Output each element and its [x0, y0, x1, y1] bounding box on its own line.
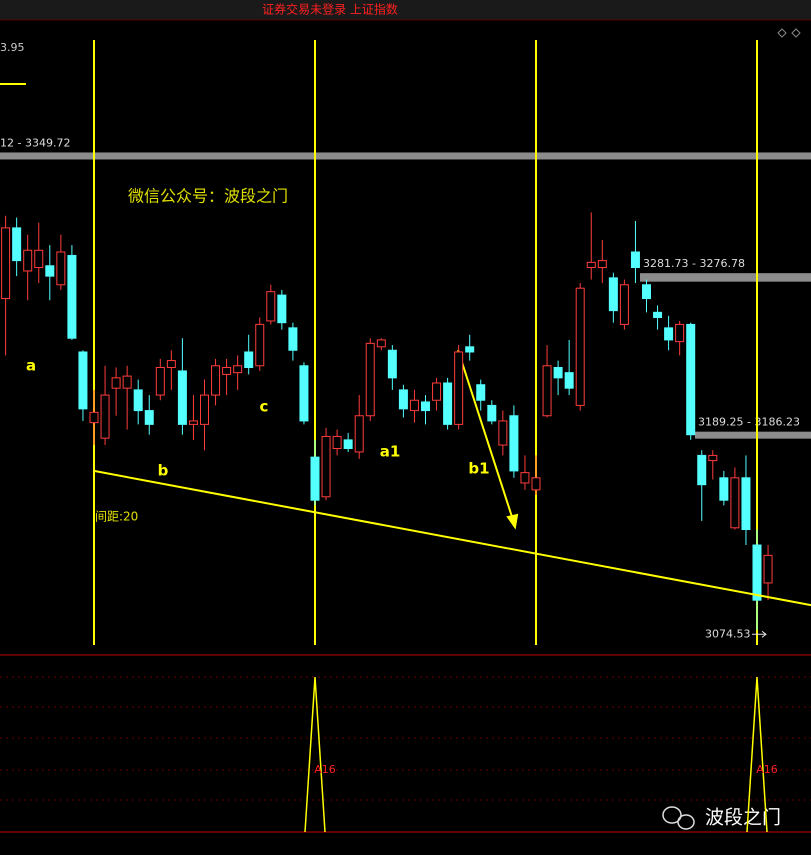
candle-body — [122, 375, 132, 389]
candle-body — [752, 544, 762, 601]
candle-body — [1, 227, 11, 300]
title: 证券交易未登录 上证指数 — [262, 2, 398, 17]
corner-label: 3.95 — [0, 41, 25, 54]
candle-body — [233, 365, 243, 374]
candle-body — [100, 394, 110, 439]
candle-body — [34, 249, 44, 269]
candle-body — [188, 420, 198, 425]
arrow — [457, 349, 519, 530]
candle-body — [155, 366, 165, 396]
candle-body — [67, 254, 77, 339]
price-band — [0, 152, 811, 160]
candle-body — [266, 291, 276, 322]
candle-body — [476, 384, 486, 401]
candle-body — [321, 435, 331, 498]
candle-body — [365, 342, 375, 417]
candle-body — [354, 415, 364, 453]
trendline — [93, 469, 811, 607]
candle-body — [244, 351, 254, 368]
candle-body — [211, 365, 221, 396]
title-bar — [0, 0, 811, 20]
candle-body — [630, 251, 640, 269]
brand-icon — [662, 806, 695, 830]
candle-body — [144, 410, 154, 425]
candle-body — [542, 365, 552, 417]
candle-body — [564, 372, 574, 389]
candle-body — [343, 439, 353, 450]
indicator-grid — [0, 676, 811, 801]
candle-body — [498, 420, 508, 446]
candle-body — [454, 351, 464, 425]
candle-body — [255, 323, 265, 367]
candle-body — [56, 251, 66, 286]
signal-label: A16 — [314, 763, 336, 776]
candle-body — [642, 284, 651, 300]
candle-body — [409, 399, 419, 412]
candle-body — [708, 454, 718, 462]
candle-body — [200, 394, 209, 425]
signal-peak — [746, 676, 768, 833]
wave-label: b — [158, 462, 169, 480]
candle-body — [686, 323, 696, 436]
candle-body — [133, 389, 143, 412]
candle-body — [586, 261, 596, 269]
brand: 波段之门 — [705, 807, 781, 829]
wave-label: a1 — [380, 443, 401, 461]
candle-body — [387, 349, 397, 379]
candle-body — [487, 404, 497, 422]
candle-body — [89, 411, 99, 424]
candle-body — [697, 454, 707, 486]
candle-body — [675, 323, 685, 343]
candle-body — [719, 477, 729, 501]
candle-body — [277, 294, 287, 324]
candle-body — [653, 311, 663, 319]
candle-body — [432, 382, 442, 401]
candle-body — [12, 227, 22, 262]
signal-peak — [304, 676, 326, 833]
watermark: 微信公众号：波段之门 — [128, 187, 288, 206]
candle-body — [398, 389, 408, 410]
candle-body — [619, 284, 629, 325]
candle-body — [597, 260, 607, 269]
candle-body — [465, 346, 475, 353]
candle-body — [310, 456, 320, 501]
cycle-label: 间距:20 — [95, 510, 138, 524]
price-band — [695, 431, 811, 439]
candle-body — [531, 477, 541, 491]
candle-body — [23, 249, 33, 272]
signal-label: A16 — [756, 763, 778, 776]
panel-icons[interactable] — [777, 28, 801, 38]
band-label: 12 - 3349.72 — [0, 136, 70, 149]
candle-body — [376, 339, 386, 348]
band-label: 3281.73 - 3276.78 — [643, 257, 745, 270]
wave-label: b1 — [468, 460, 489, 478]
candle-body — [177, 370, 187, 425]
candle-body — [421, 401, 430, 412]
band-label: 3189.25 - 3186.23 — [698, 416, 800, 429]
candle-body — [45, 265, 55, 277]
price-band — [640, 273, 811, 282]
candle-body — [166, 360, 176, 368]
candle-body — [730, 477, 740, 529]
candle-body — [664, 327, 674, 341]
candle-body — [78, 351, 88, 410]
wave-label: c — [260, 398, 269, 416]
candle-body — [520, 472, 530, 484]
candle-body — [111, 377, 121, 389]
candle-body — [288, 327, 298, 351]
candle-body — [443, 382, 453, 425]
candle-body — [299, 365, 309, 422]
candle-body — [763, 554, 773, 584]
candle-body — [222, 366, 232, 375]
candle-body — [608, 277, 618, 312]
candle-body — [741, 477, 751, 531]
candle-body — [509, 415, 519, 472]
low-arrow — [752, 630, 767, 638]
candle-body — [575, 287, 585, 406]
wave-label: a — [26, 357, 36, 375]
low-label: 3074.53 — [705, 627, 751, 640]
candle-body — [553, 366, 563, 379]
candle-body — [332, 435, 342, 450]
